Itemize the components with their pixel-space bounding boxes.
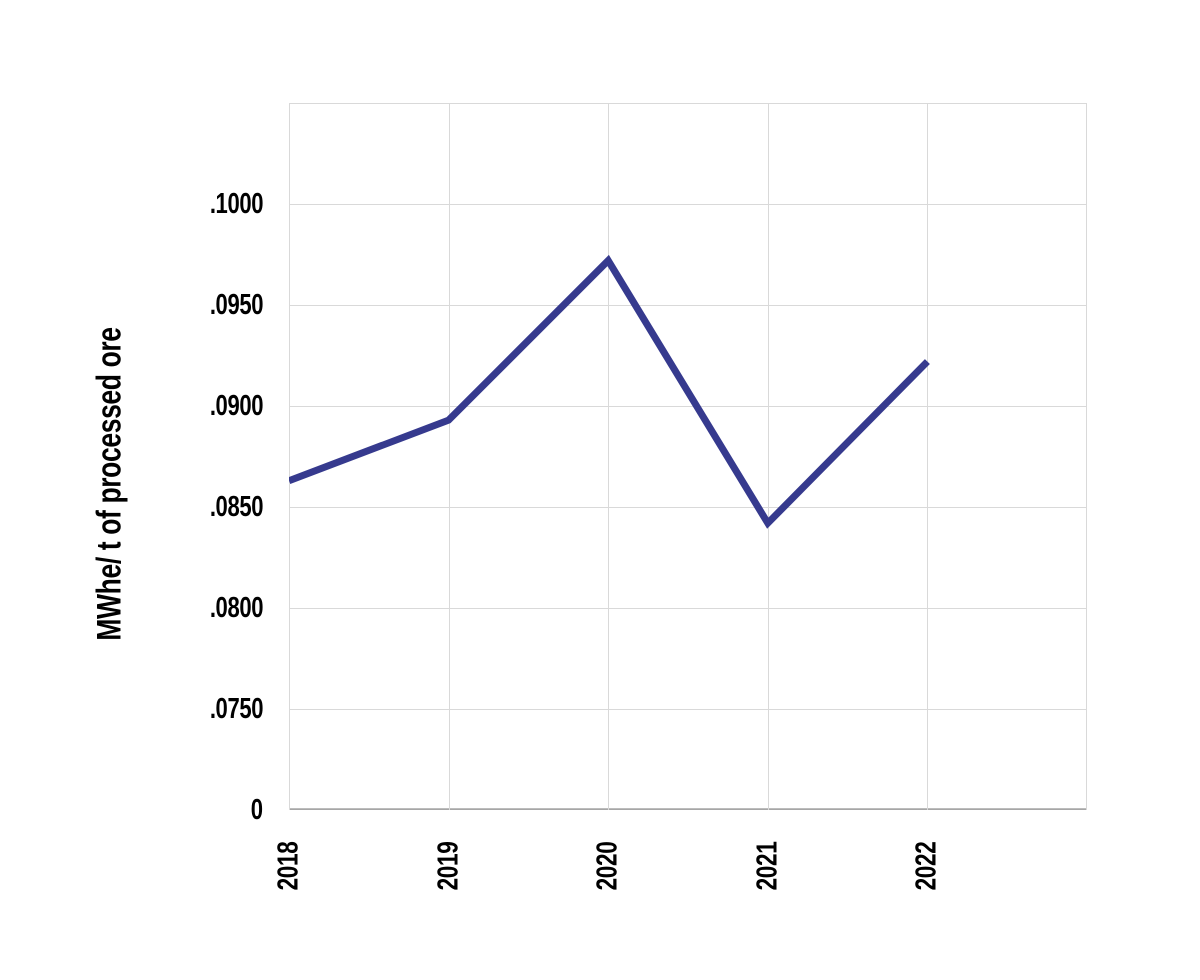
y-tick-label: .0800 [209,592,264,624]
x-tick-label: 2018 [272,841,305,891]
x-tick-label: 2019 [432,841,465,891]
x-tick-label: 2022 [910,841,943,891]
y-tick-label: .0950 [209,289,264,321]
y-tick-label: .0850 [209,491,264,523]
chart-svg [289,103,1087,810]
y-tick-label: .0900 [209,390,264,422]
y-tick-label: 0 [251,794,263,826]
x-tick-label: 2020 [591,841,624,891]
data-line-series [289,254,930,529]
plot-area [289,103,1087,810]
x-tick-label: 2021 [751,841,784,891]
y-tick-label: .0750 [209,693,264,725]
y-tick-label: .1000 [209,188,264,220]
